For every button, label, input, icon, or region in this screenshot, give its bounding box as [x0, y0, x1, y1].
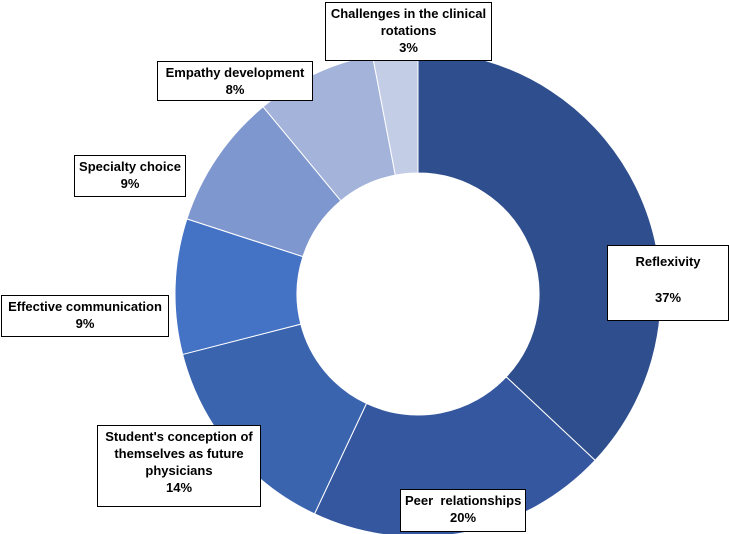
- slice-label-specialty-choice: Specialty choice 9%: [74, 155, 186, 197]
- slice-value-text: 20%: [449, 510, 477, 525]
- slice-value-text: 37%: [654, 290, 682, 305]
- slice-label-text: Reflexivity: [635, 254, 701, 269]
- slice-label-text: Effective communication: [8, 299, 162, 314]
- slice-label-student-conception: Student's conception of themselves as fu…: [97, 425, 261, 507]
- slice-value-text: 9%: [120, 176, 140, 191]
- slice-label-text: Student's conception of themselves as fu…: [105, 429, 253, 478]
- slice-label-reflexivity: Reflexivity 37%: [607, 245, 729, 321]
- slice-value-text: 9%: [75, 316, 95, 331]
- slice-label-peer-relationships: Peer relationships 20%: [400, 489, 526, 532]
- donut-slice-2: [182, 323, 368, 515]
- slice-value-text: 3%: [399, 40, 418, 55]
- slice-value-text: 14%: [165, 480, 193, 495]
- slice-label-text: Challenges in the clinical rotations: [330, 6, 487, 38]
- slice-value-text: 8%: [225, 82, 245, 97]
- slice-label-text: Specialty choice: [79, 159, 181, 174]
- slice-label-empathy-development: Empathy development 8%: [157, 61, 313, 101]
- donut-slice-0: [417, 50, 662, 462]
- slice-label-text: Peer relationships: [405, 493, 522, 508]
- slice-label-clinical-rotations: Challenges in the clinical rotations 3%: [325, 2, 492, 61]
- slice-label-effective-communication: Effective communication 9%: [1, 295, 169, 337]
- slice-label-text: Empathy development: [165, 65, 305, 80]
